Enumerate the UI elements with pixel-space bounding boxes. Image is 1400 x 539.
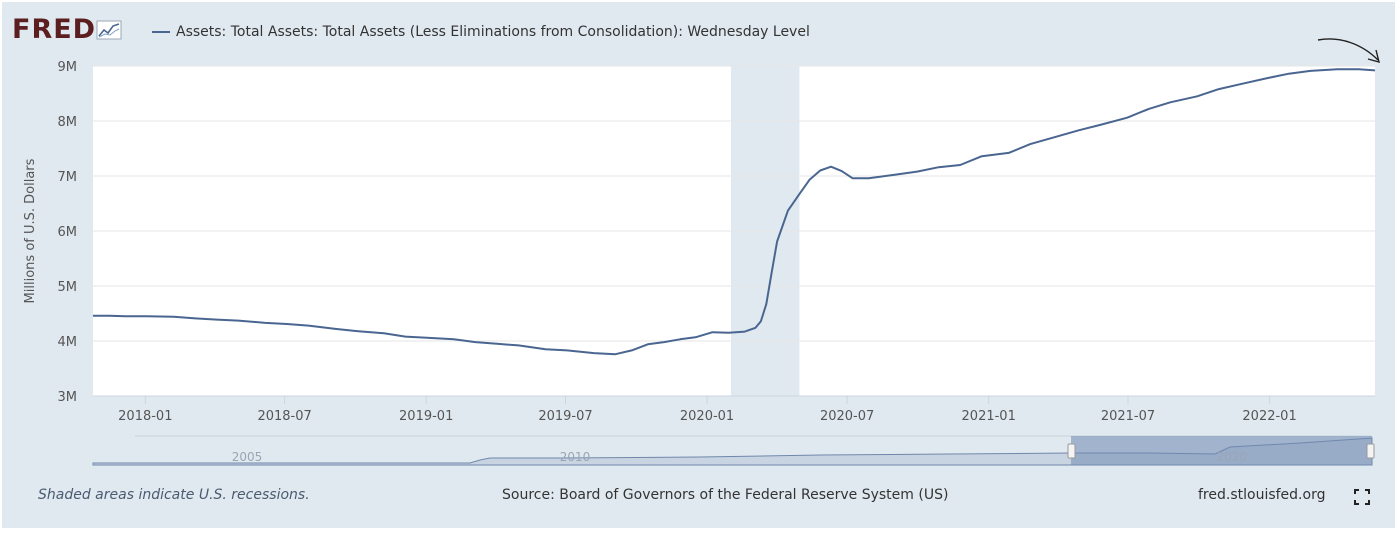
x-tick-label: 2019-07 [538,409,592,424]
y-tick-label: 6M [58,225,78,240]
expand-icon[interactable] [1354,489,1370,505]
y-tick-label: 9M [58,60,78,75]
range-navigator[interactable]: 2005 2010 2020 [92,435,1375,466]
x-tick-label: 2018-07 [257,409,311,424]
site-link[interactable]: fred.stlouisfed.org [1198,487,1326,503]
recession-note: Shaded areas indicate U.S. recessions. [38,487,310,503]
x-tick-label: 2022-01 [1242,409,1296,424]
y-tick-label: 5M [58,280,78,295]
hand-drawn-arrow [1317,38,1380,63]
y-tick-label: 8M [58,115,78,130]
fred-logo[interactable]: FRED [12,14,122,45]
y-tick-label: 7M [58,170,78,185]
x-tick-label: 2021-01 [962,409,1016,424]
x-tick-label: 2021-07 [1101,409,1155,424]
line-chart-icon [96,20,122,39]
navigator-handle-left [1067,443,1076,459]
logo-text: FRED [12,14,97,45]
y-tick-label: 3M [58,390,78,405]
series-line [93,68,1376,356]
series-title: Assets: Total Assets: Total Assets (Less… [176,24,810,40]
navigator-handle-right [1366,443,1375,459]
navigator-year-label: 2005 [232,450,263,464]
plot-area[interactable]: 3M 4M 5M 6M 7M 8M 9M Millions of U.S. Dollars 20… [23,60,1376,424]
navigator-year-label: 2020 [1217,450,1248,464]
y-tick-label: 4M [58,335,78,350]
series-legend: Assets: Total Assets: Total Assets (Less… [152,24,810,40]
navigator-year-label: 2010 [560,450,591,464]
x-tick-label: 2018-01 [118,409,172,424]
navigator-selection [1071,436,1372,465]
legend-swatch [152,31,170,33]
x-tick-label: 2020-07 [820,409,874,424]
y-axis-title: Millions of U.S. Dollars [23,158,38,303]
x-tick-label: 2020-01 [680,409,734,424]
x-tick-label: 2019-01 [399,409,453,424]
source-text: Source: Board of Governors of the Federa… [502,487,949,503]
